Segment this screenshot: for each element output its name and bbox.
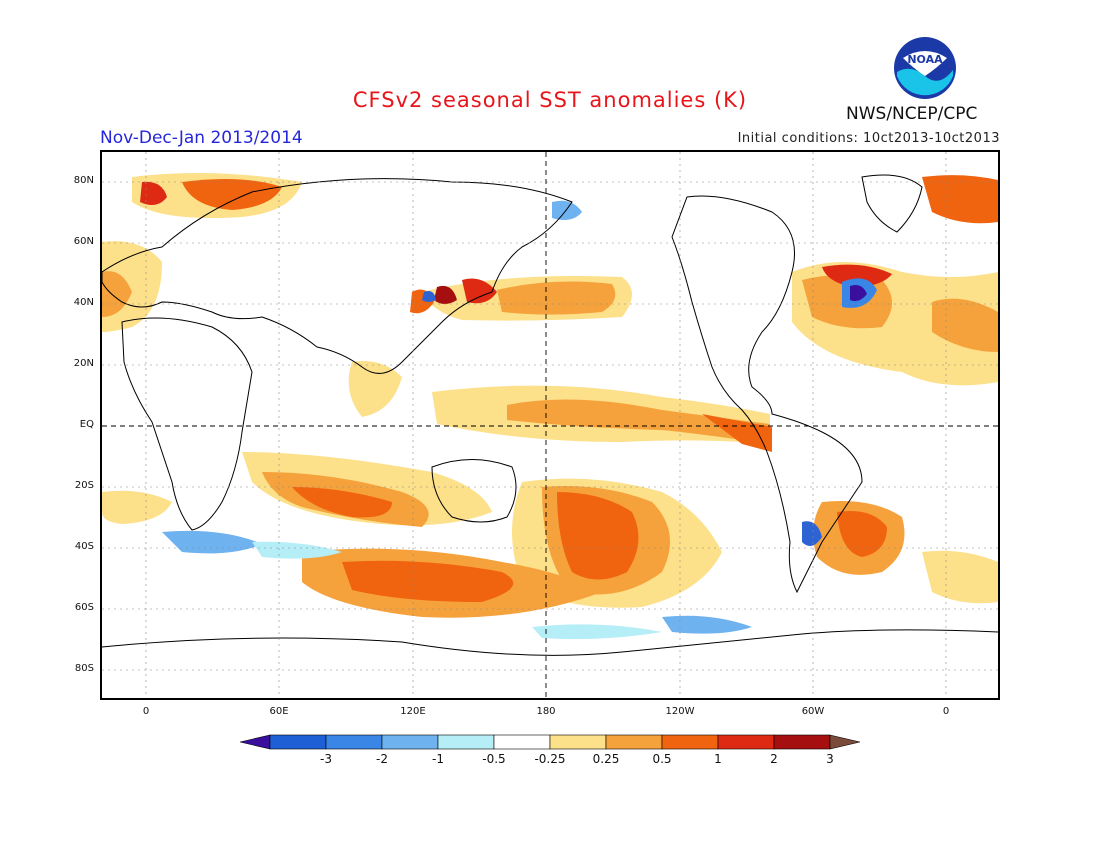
lon-label: 60E [269, 706, 289, 717]
colorbar-cell [661, 734, 719, 750]
graticule [102, 152, 998, 698]
chart-title: CFSv2 seasonal SST anomalies (K) [352, 88, 748, 112]
equator-dateline [102, 152, 998, 698]
agency-label: NWS/NCEP/CPC [846, 104, 978, 124]
lon-label: 60W [801, 706, 825, 717]
noaa-logo: NOAA [894, 37, 956, 99]
colorbar-tip-high [829, 734, 861, 750]
colorbar-cell [549, 734, 607, 750]
lat-label: 20S [74, 480, 94, 491]
lat-label: 60N [73, 236, 94, 247]
colorbar-label: 0.5 [652, 752, 672, 766]
colorbar-cell [269, 734, 327, 750]
lat-label: 20N [73, 358, 94, 369]
colorbar-cell [325, 734, 383, 750]
lat-label: 60S [74, 602, 94, 613]
sst-anomaly-map [100, 150, 1000, 700]
colorbar-label: -2 [376, 752, 388, 766]
colorbar-cell [717, 734, 775, 750]
lon-label: 180 [536, 706, 556, 717]
lat-label: 80N [73, 175, 94, 186]
colorbar-label: -1 [432, 752, 444, 766]
initial-conditions-label: Initial conditions: 10ct2013-10ct2013 [737, 131, 1000, 146]
coastlines [102, 174, 998, 656]
lon-label: 0 [142, 706, 150, 717]
lat-label: 40N [73, 297, 94, 308]
colorbar-label: 1 [714, 752, 722, 766]
lat-label: 40S [74, 541, 94, 552]
colorbar-cell [605, 734, 663, 750]
svg-text:NOAA: NOAA [907, 53, 943, 66]
lat-label: EQ [79, 419, 94, 430]
colorbar-cell [381, 734, 439, 750]
colorbar [240, 734, 861, 750]
colorbar-label: 3 [826, 752, 834, 766]
colorbar-label: -3 [320, 752, 332, 766]
colorbar-cell [493, 734, 551, 750]
period-label: Nov-Dec-Jan 2013/2014 [100, 128, 303, 148]
colorbar-label: -0.5 [482, 752, 506, 766]
colorbar-cell [773, 734, 831, 750]
colorbar-cell [437, 734, 495, 750]
colorbar-tip-low [240, 734, 271, 750]
lat-label: 80S [74, 663, 94, 674]
lon-label: 0 [942, 706, 950, 717]
colorbar-label: -0.25 [534, 752, 566, 766]
lon-label: 120E [400, 706, 426, 717]
colorbar-label: 0.25 [592, 752, 620, 766]
anomaly-fields [102, 173, 998, 640]
lon-label: 120W [665, 706, 695, 717]
colorbar-label: 2 [770, 752, 778, 766]
